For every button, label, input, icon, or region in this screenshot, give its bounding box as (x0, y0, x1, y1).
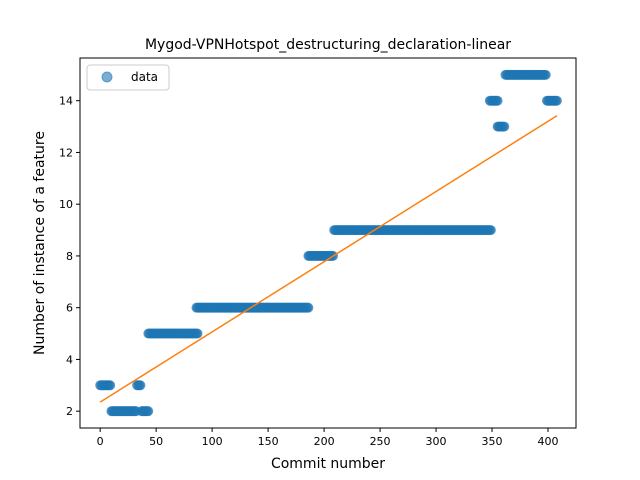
x-tick-label: 150 (258, 435, 279, 448)
legend-label: data (131, 70, 158, 84)
data-point (143, 406, 154, 417)
x-axis-label: Commit number (271, 456, 385, 472)
trend-line-group (99, 115, 558, 403)
y-axis-label: Number of instance of a feature (32, 131, 48, 355)
data-point (492, 95, 503, 106)
data-point (105, 380, 116, 391)
data-point (192, 328, 203, 339)
data-point (499, 121, 510, 132)
data-point (540, 69, 551, 80)
x-tick-label: 200 (314, 435, 335, 448)
data-point (551, 95, 562, 106)
y-tick-label: 4 (66, 353, 73, 366)
y-tick-label: 2 (66, 405, 73, 418)
x-tick-label: 250 (370, 435, 391, 448)
x-tick-label: 100 (202, 435, 223, 448)
legend: data (86, 64, 170, 91)
data-point (135, 380, 146, 391)
chart-title: Mygod-VPNHotspot_destructuring_declarati… (145, 37, 511, 53)
data-point (303, 302, 314, 313)
data-point (485, 225, 496, 236)
x-tick-label: 350 (482, 435, 503, 448)
y-tick-label: 8 (66, 250, 73, 263)
y-tick-label: 6 (66, 302, 73, 315)
y-tick-label: 14 (59, 95, 73, 108)
trend-line (99, 115, 558, 403)
x-tick-label: 0 (97, 435, 104, 448)
legend-marker (101, 71, 113, 83)
y-tick-label: 12 (59, 146, 73, 159)
x-tick-label: 400 (538, 435, 559, 448)
x-tick-label: 300 (426, 435, 447, 448)
y-axis-ticks: 2 4 6 8 10 12 14 (59, 95, 80, 418)
x-axis-ticks: 0 50 100 150 200 250 300 350 400 (97, 428, 559, 448)
plot-frame (79, 57, 577, 429)
x-tick-label: 50 (149, 435, 163, 448)
legend-box (86, 64, 170, 91)
y-tick-label: 10 (59, 198, 73, 211)
